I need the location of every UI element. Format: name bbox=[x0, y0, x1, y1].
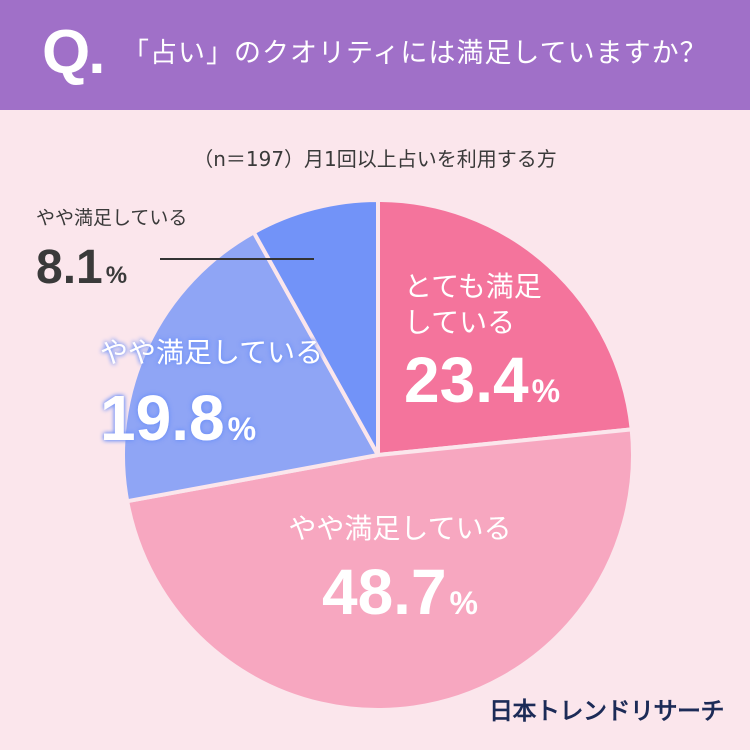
slice-label-3: やや満足している 19.8% bbox=[100, 336, 323, 454]
slice-category-label: やや満足している bbox=[288, 512, 511, 545]
pie-slice-4 bbox=[251, 198, 380, 457]
slice-label-2: やや満足している 48.7% bbox=[288, 512, 511, 628]
question-title: 「占い」のクオリティには満足していますか？ bbox=[122, 38, 708, 69]
slice-value-label: 19.8% bbox=[100, 382, 256, 454]
slice-value-label: 48.7% bbox=[322, 556, 478, 628]
slice-category-label: とても満足 bbox=[404, 270, 542, 303]
slice-category-label: やや満足している bbox=[36, 207, 187, 229]
slice-value-label: 8.1% bbox=[36, 241, 127, 294]
pie-slice-3 bbox=[121, 230, 380, 504]
question-header: Q. 「占い」のクオリティには満足していますか？ bbox=[0, 0, 750, 110]
slice-category-label: やや満足している bbox=[100, 336, 323, 369]
pie-slice-2 bbox=[125, 427, 635, 712]
brand-logo: 日本トレンドリサーチ bbox=[489, 698, 725, 725]
question-mark: Q. bbox=[42, 18, 105, 87]
slice-label-4: やや満足している 8.1% bbox=[36, 207, 187, 294]
chart-subtitle: （n＝197）月1回以上占いを利用する方 bbox=[193, 147, 557, 171]
slice-value-label: 23.4% bbox=[404, 344, 560, 416]
pie-slice-1 bbox=[376, 198, 634, 457]
slice-category-label: している bbox=[404, 306, 515, 339]
